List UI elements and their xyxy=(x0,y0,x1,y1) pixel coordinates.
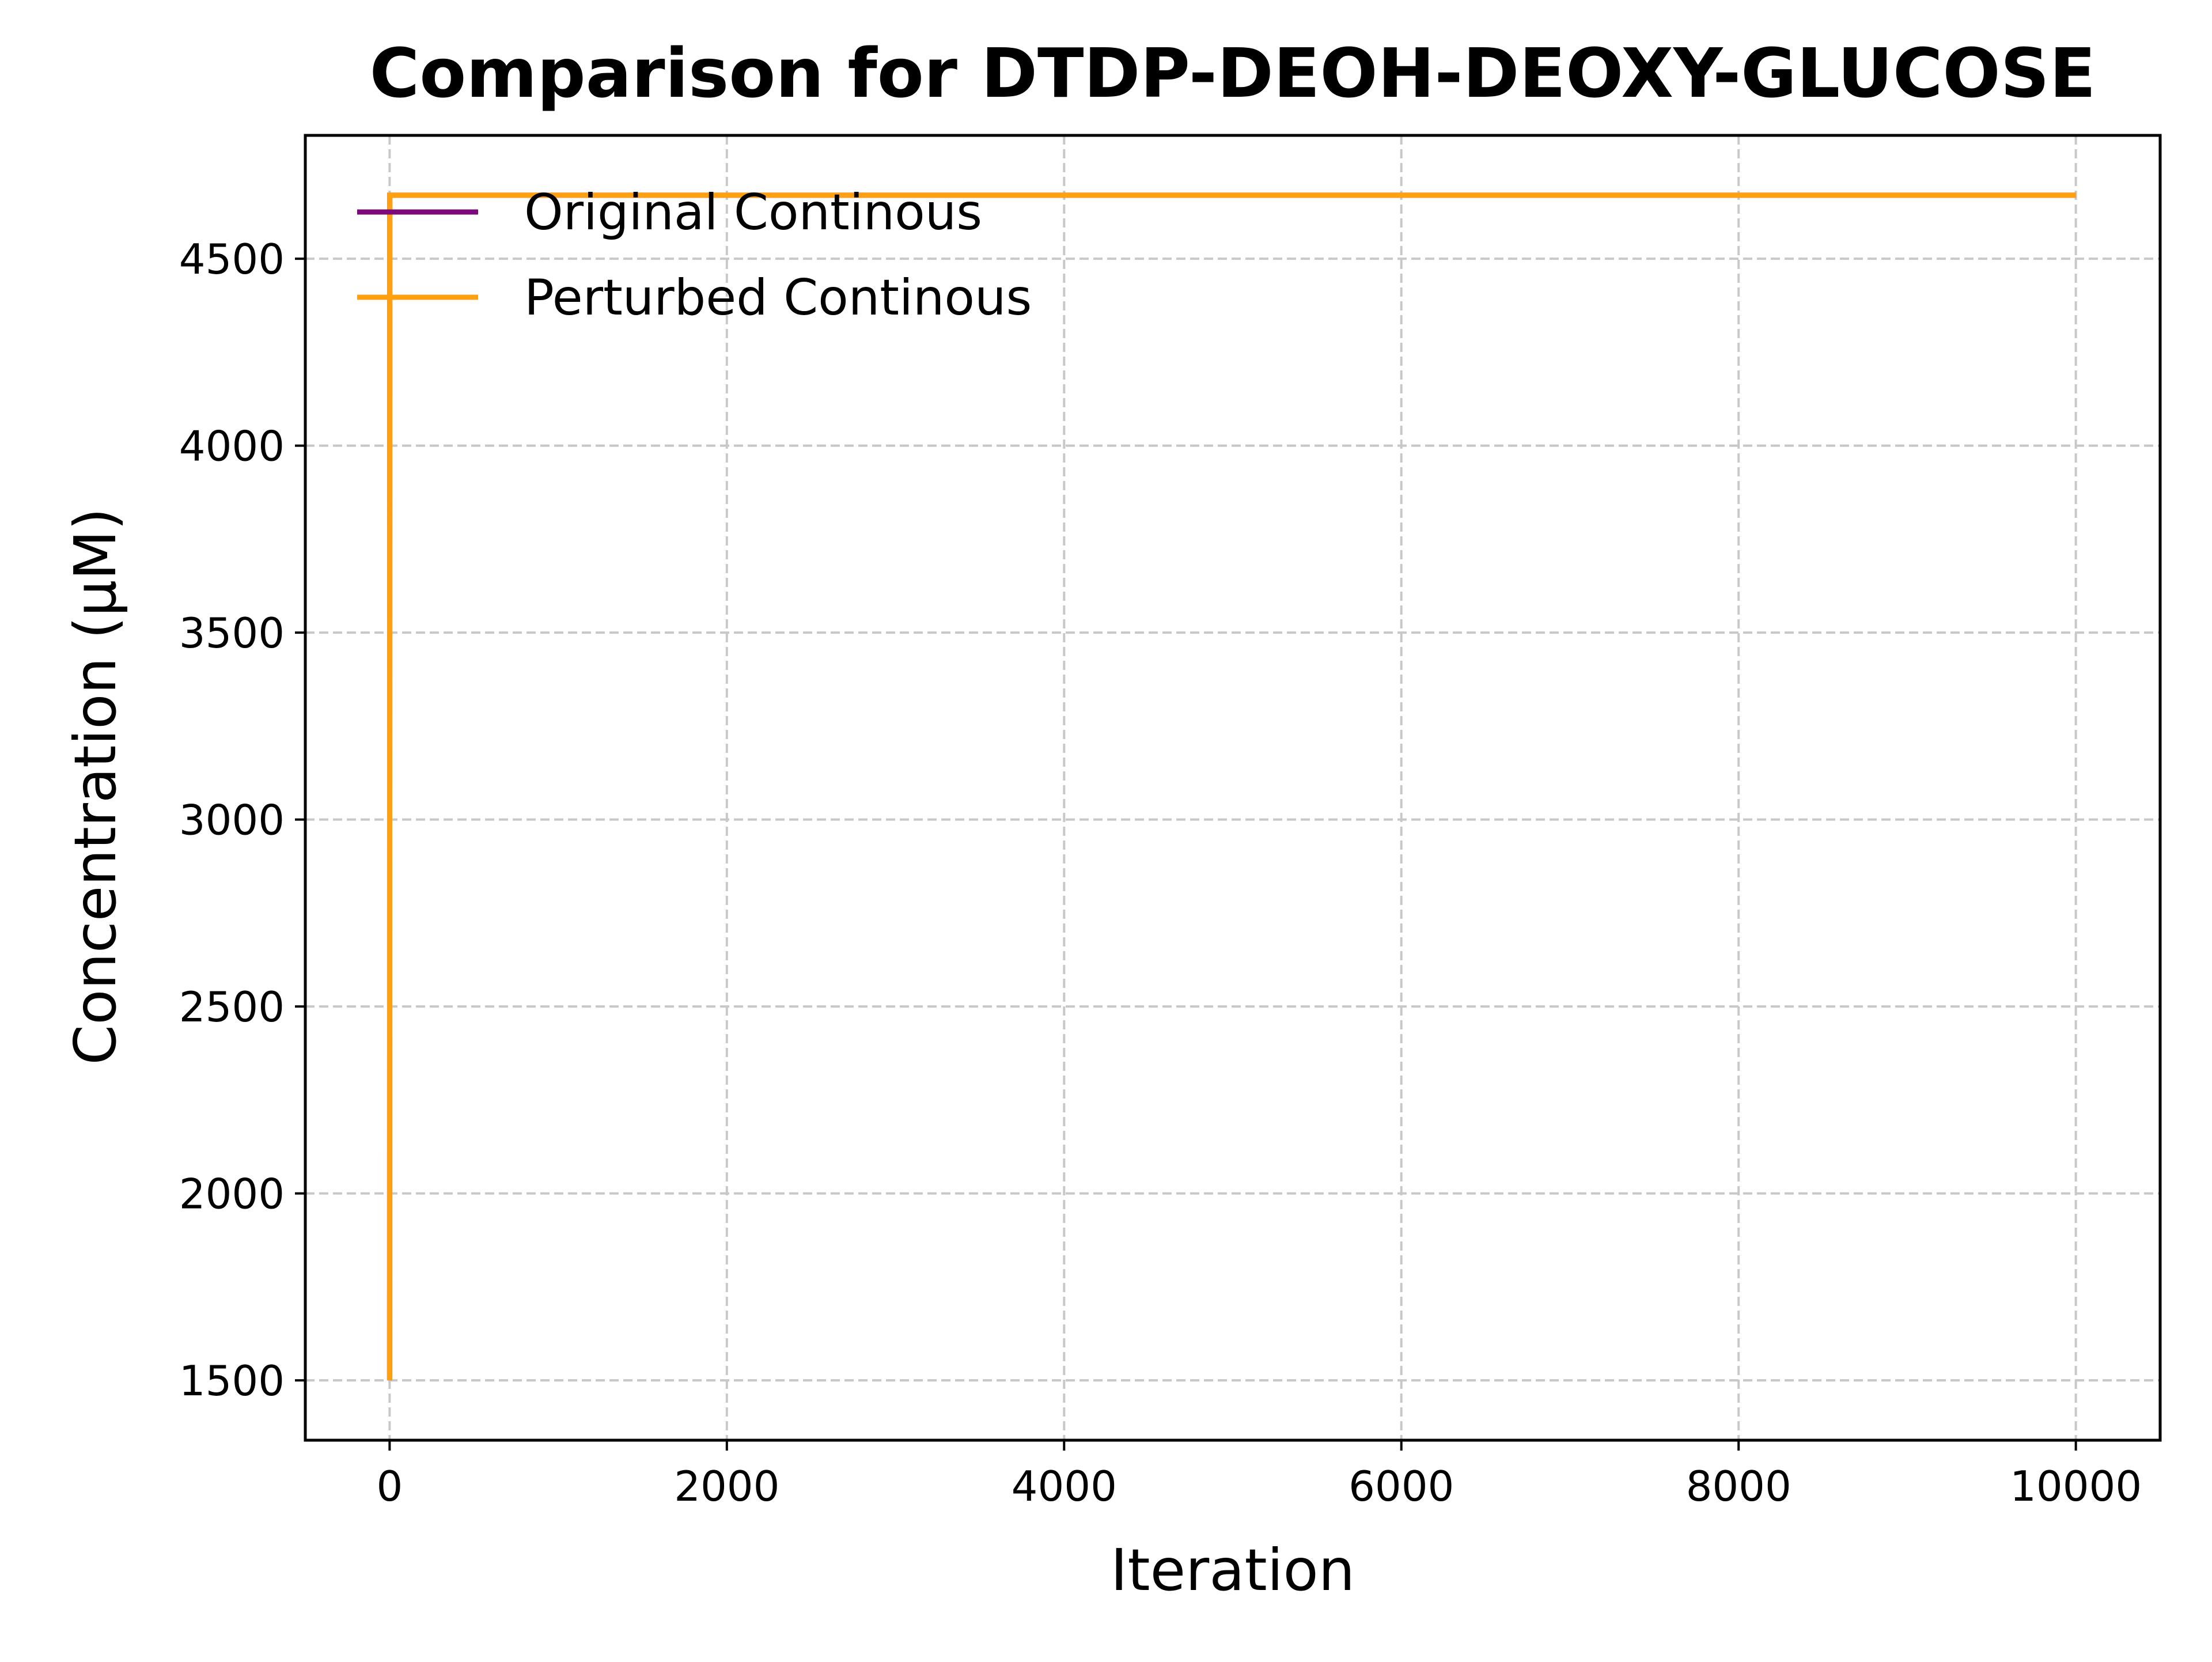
x-tick-label: 6000 xyxy=(1349,1462,1454,1510)
plot-area xyxy=(305,135,2160,1440)
y-tick-label: 4000 xyxy=(179,422,285,471)
series-lines xyxy=(387,192,2076,1381)
x-tick-label: 10000 xyxy=(2010,1462,2142,1510)
x-axis-label: Iteration xyxy=(1111,1536,1355,1604)
x-tick-label: 4000 xyxy=(1012,1462,1117,1510)
y-tick-label: 1500 xyxy=(179,1357,285,1405)
legend: Original Continous Perturbed Continous xyxy=(357,184,1032,327)
axis-ticks: 0 2000 4000 6000 8000 10000 1500 2000 2500 3000 35… xyxy=(179,235,2142,1510)
y-tick-label: 3500 xyxy=(179,609,285,657)
grid-lines xyxy=(305,135,2160,1440)
x-tick-label: 8000 xyxy=(1686,1462,1791,1510)
series-line-2 xyxy=(387,192,2076,1381)
y-tick-label: 2500 xyxy=(179,983,285,1031)
y-tick-label: 2000 xyxy=(179,1170,285,1218)
chart-title: Comparison for DTDP-DEOH-DEOXY-GLUCOSE xyxy=(370,33,2096,113)
y-tick-label: 4500 xyxy=(179,235,285,283)
y-axis-label: Concentration (μM) xyxy=(62,508,129,1065)
x-tick-label: 2000 xyxy=(674,1462,779,1510)
legend-label-1: Original Continous xyxy=(524,184,982,241)
x-tick-label: 0 xyxy=(376,1462,403,1510)
plot-frame xyxy=(304,134,2162,1442)
y-tick-label: 3000 xyxy=(179,796,285,845)
legend-label-2: Perturbed Continous xyxy=(524,269,1032,327)
